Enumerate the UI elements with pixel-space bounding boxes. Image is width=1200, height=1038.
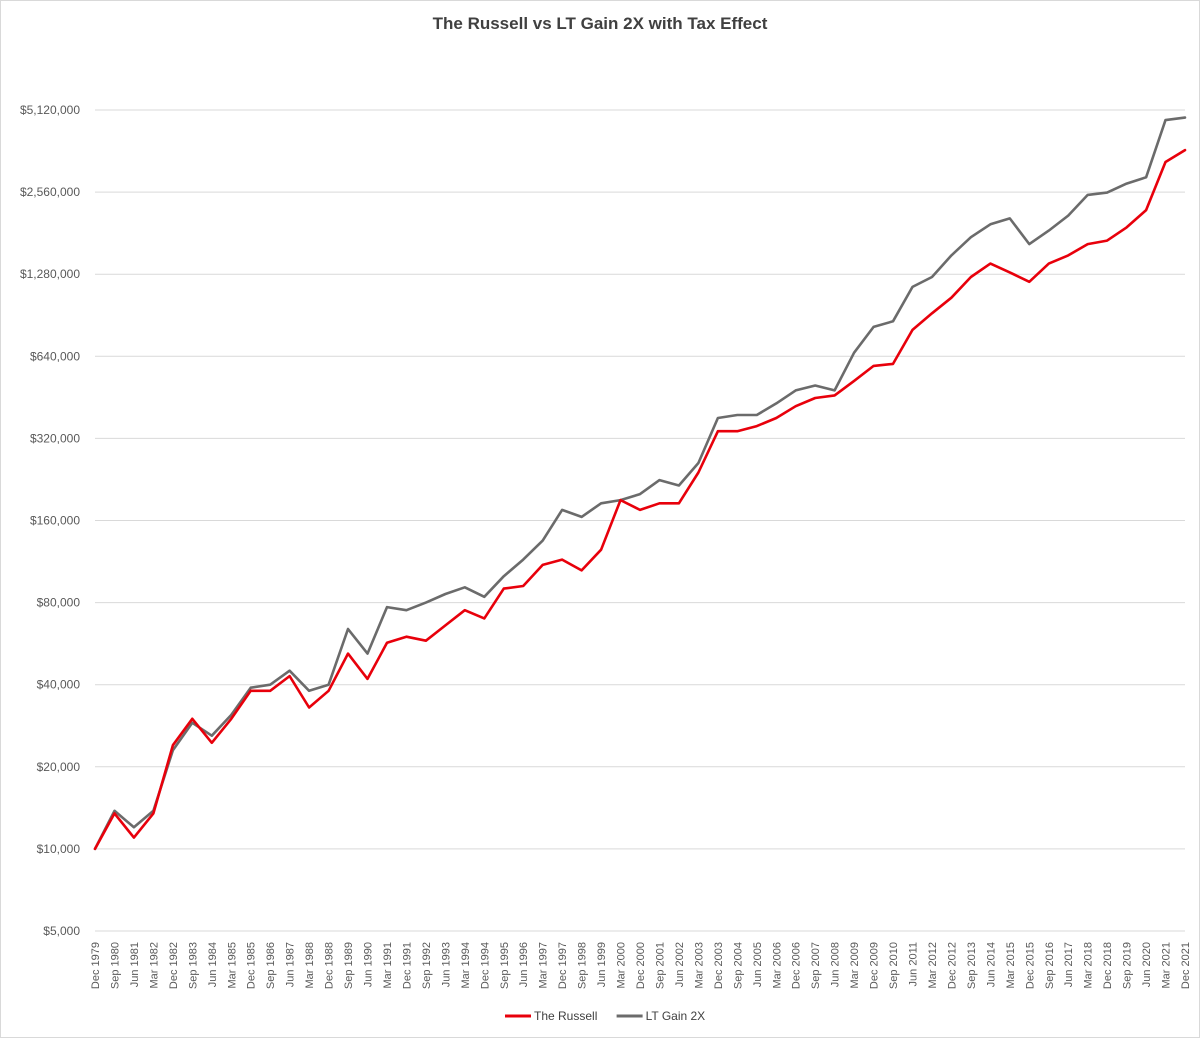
x-tick-label: Dec 2009	[869, 942, 881, 989]
x-tick-label: Dec 2006	[791, 942, 803, 989]
x-tick-label: Jun 2020	[1141, 942, 1153, 987]
x-tick-label: Dec 2021	[1180, 942, 1192, 989]
x-tick-label: Sep 1995	[499, 942, 511, 989]
x-tick-label: Mar 2006	[771, 942, 783, 988]
x-tick-label: Sep 2010	[888, 942, 900, 989]
x-tick-label: Sep 2001	[654, 942, 666, 989]
x-tick-label: Dec 2003	[713, 942, 725, 989]
x-tick-label: Mar 1994	[460, 942, 472, 988]
y-tick-label: $10,000	[37, 842, 81, 856]
x-tick-label: Dec 2018	[1102, 942, 1114, 989]
y-tick-label: $5,120,000	[20, 103, 80, 117]
x-tick-label: Jun 1981	[129, 942, 141, 987]
x-tick-label: Mar 2018	[1083, 942, 1095, 988]
x-tick-label: Jun 2008	[830, 942, 842, 987]
x-tick-label: Mar 2015	[1005, 942, 1017, 988]
x-tick-label: Sep 2004	[732, 942, 744, 989]
x-tick-label: Jun 2017	[1063, 942, 1075, 987]
x-tick-label: Sep 1983	[187, 942, 199, 989]
x-tick-label: Sep 2007	[810, 942, 822, 989]
x-tick-label: Jun 1984	[207, 942, 219, 987]
x-tick-label: Dec 1997	[557, 942, 569, 989]
legend: The Russell LT Gain 2X	[505, 1009, 705, 1023]
x-tick-label: Dec 1988	[324, 942, 336, 989]
x-tick-label: Jun 1993	[440, 942, 452, 987]
x-tick-label: Mar 2000	[616, 942, 628, 988]
x-tick-label: Dec 1982	[168, 942, 180, 989]
x-tick-label: Dec 1985	[246, 942, 258, 989]
y-tick-label: $20,000	[37, 760, 81, 774]
x-tick-label: Dec 1979	[90, 942, 102, 989]
x-tick-label: Jun 2002	[674, 942, 686, 987]
x-tick-label: Jun 1999	[596, 942, 608, 987]
x-tick-label: Dec 2012	[946, 942, 958, 989]
x-tick-label: Mar 2021	[1161, 942, 1173, 988]
x-tick-label: Sep 1986	[265, 942, 277, 989]
x-tick-label: Sep 2019	[1122, 942, 1134, 989]
x-tick-label: Mar 1988	[304, 942, 316, 988]
x-tick-label: Dec 2015	[1024, 942, 1036, 989]
y-tick-label: $5,000	[43, 924, 80, 938]
x-tick-label: Jun 2005	[752, 942, 764, 987]
legend-label-lt-gain-2x: LT Gain 2X	[646, 1009, 706, 1023]
x-tick-label: Mar 1997	[538, 942, 550, 988]
x-tick-label: Dec 1994	[479, 942, 491, 989]
series-line-the-russell	[93, 148, 1187, 851]
legend-label-the-russell: The Russell	[534, 1009, 597, 1023]
y-tick-label: $320,000	[30, 431, 80, 445]
x-tick-label: Sep 1998	[577, 942, 589, 989]
x-tick-label: Sep 1992	[421, 942, 433, 989]
x-tick-label: Dec 1991	[401, 942, 413, 989]
x-tick-label: Mar 2012	[927, 942, 939, 988]
x-tick-label: Dec 2000	[635, 942, 647, 989]
x-axis-ticks: Dec 1979 Sep 1980 Jun 1981 Mar 1982 Dec 1982…	[90, 942, 1192, 989]
x-tick-label: Sep 1989	[343, 942, 355, 989]
series-line-lt-gain-2x	[93, 116, 1187, 851]
gridlines	[95, 109, 1185, 932]
x-tick-label: Sep 1980	[109, 942, 121, 989]
y-tick-label: $40,000	[37, 678, 81, 692]
y-tick-label: $640,000	[30, 349, 80, 363]
x-tick-label: Mar 1985	[226, 942, 238, 988]
y-tick-label: $2,560,000	[20, 185, 80, 199]
x-tick-label: Jun 1987	[285, 942, 297, 987]
y-axis-ticks: $5,000 $10,000 $20,000 $40,000 $80,000 $160,0…	[20, 103, 80, 938]
y-tick-label: $1,280,000	[20, 267, 80, 281]
x-tick-label: Jun 1990	[363, 942, 375, 987]
x-tick-label: Jun 2011	[908, 942, 920, 986]
x-tick-label: Sep 2013	[966, 942, 978, 989]
chart-title: The Russell vs LT Gain 2X with Tax Effec…	[432, 14, 768, 33]
x-tick-label: Mar 1991	[382, 942, 394, 988]
x-tick-label: Jun 2014	[985, 942, 997, 987]
x-tick-label: Mar 2003	[693, 942, 705, 988]
x-tick-label: Sep 2016	[1044, 942, 1056, 989]
series-lines	[93, 116, 1187, 851]
x-tick-label: Jun 1996	[518, 942, 530, 987]
x-tick-label: Mar 1982	[148, 942, 160, 988]
x-tick-label: Mar 2009	[849, 942, 861, 988]
y-tick-label: $160,000	[30, 514, 80, 528]
y-tick-label: $80,000	[37, 596, 81, 610]
